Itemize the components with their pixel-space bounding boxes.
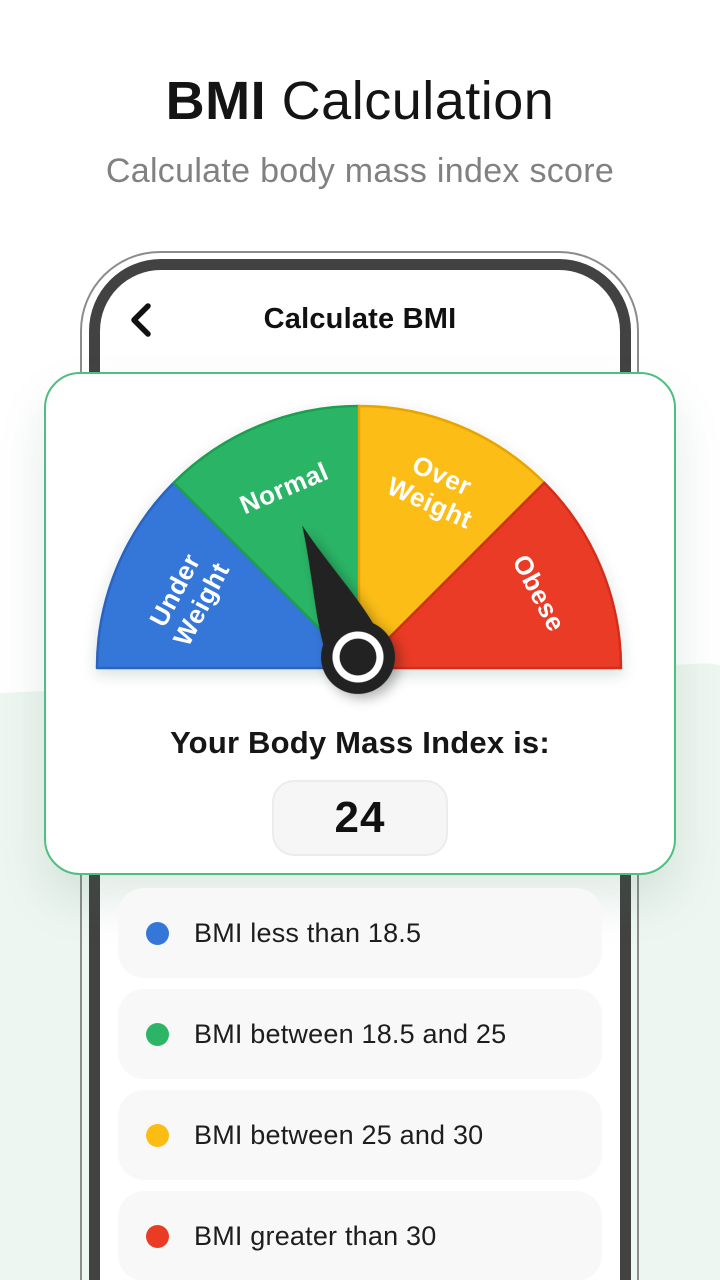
legend-row-normal: BMI between 18.5 and 25	[118, 989, 602, 1079]
legend-text: BMI less than 18.5	[194, 917, 422, 948]
gauge-segment-overweight	[357, 404, 546, 670]
page-title: BMI Calculation	[0, 70, 720, 132]
underweight-dot-icon	[146, 921, 169, 945]
page-subtitle: Calculate body mass index score	[105, 152, 615, 190]
bmi-result-card: UnderWeight Normal OverWeight Obese Your…	[44, 372, 676, 875]
chevron-left-icon	[131, 303, 151, 337]
page-title-bold: BMI	[165, 71, 267, 131]
gauge-segment-underweight	[95, 481, 361, 670]
overweight-dot-icon	[146, 1123, 169, 1147]
bmi-value: 24	[334, 793, 386, 842]
normal-dot-icon	[146, 1022, 169, 1046]
obese-dot-icon	[146, 1224, 169, 1248]
nav-title: Calculate BMI	[263, 303, 457, 335]
result-label: Your Body Mass Index is:	[170, 725, 550, 760]
legend-row-overweight: BMI between 25 and 30	[118, 1090, 602, 1180]
needle-hub-center	[339, 638, 377, 676]
gauge-needle	[302, 525, 395, 694]
page-title-light: Calculation	[281, 71, 555, 131]
legend-text: BMI between 18.5 and 25	[194, 1018, 507, 1049]
legend-row-underweight: BMI less than 18.5	[118, 888, 602, 978]
legend-text: BMI between 25 and 30	[194, 1119, 484, 1150]
gauge-segment-normal	[172, 404, 361, 670]
legend-row-obese: BMI greater than 30	[118, 1191, 602, 1280]
legend-text: BMI greater than 30	[194, 1220, 437, 1251]
gauge-segment-obese	[357, 481, 623, 670]
title-space	[266, 71, 282, 131]
bmi-gauge: UnderWeight Normal OverWeight Obese	[95, 404, 623, 694]
back-button[interactable]	[126, 300, 158, 340]
bmi-value-box: 24	[272, 780, 448, 856]
gauge-segments	[95, 404, 623, 670]
